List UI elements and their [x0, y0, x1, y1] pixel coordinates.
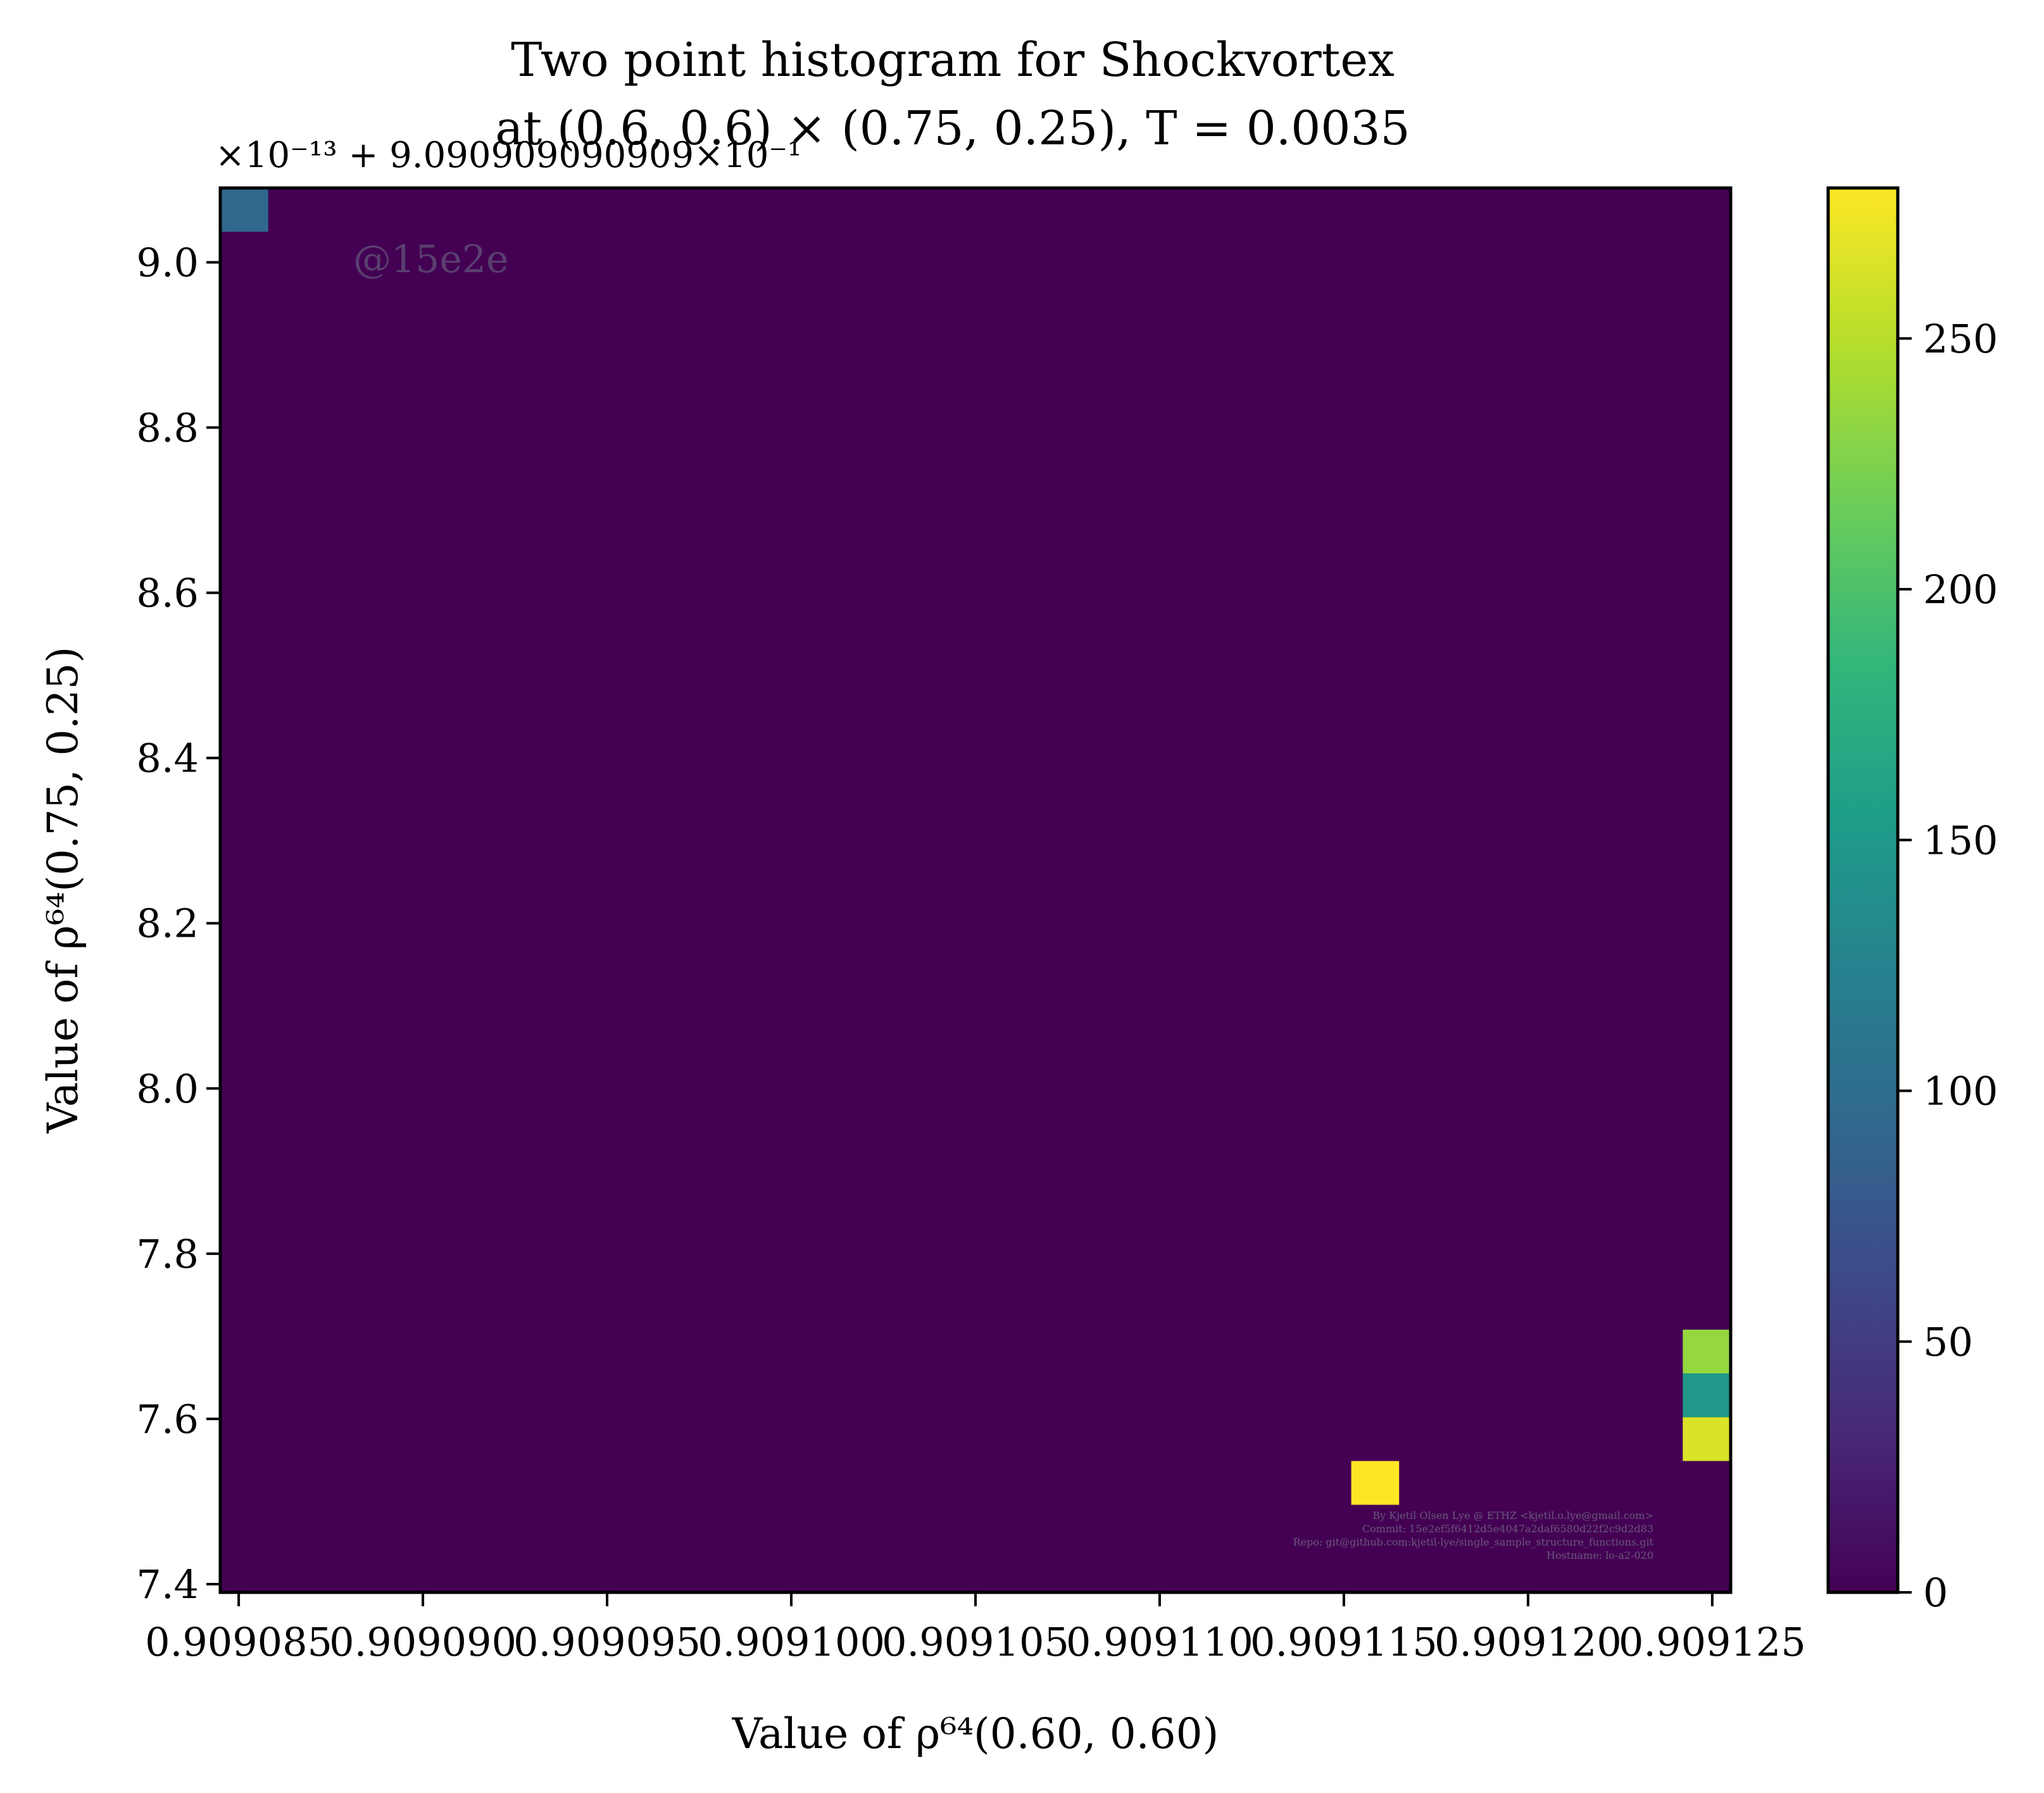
heatmap-cells: [220, 188, 1731, 1505]
colorbar-tick-label: 100: [1923, 1068, 1998, 1115]
heatmap-cell: [220, 188, 268, 232]
x-tick-label: 0.909085: [145, 1619, 332, 1665]
plot-area: [218, 186, 1733, 1594]
credits-block: By Kjetil Olsen Lye @ ETHZ <kjetil.o.lye…: [1293, 1509, 1654, 1561]
x-tick-label: 0.909115: [1250, 1619, 1438, 1665]
y-tick-label: 8.0: [136, 1066, 199, 1112]
y-tick-label: 8.6: [136, 570, 199, 616]
x-axis-ticks: 0.9090850.9090900.9090950.9091000.909105…: [145, 1592, 1806, 1665]
colorbar-frame: [1826, 186, 1900, 1594]
y-tick-label: 7.6: [136, 1396, 199, 1442]
credit-line-hostname: Hostname: lo-a2-020: [1546, 1549, 1653, 1561]
colorbar-tick-label: 50: [1923, 1319, 1973, 1365]
y-tick-label: 8.4: [136, 735, 199, 782]
x-tick-label: 0.909120: [1434, 1619, 1622, 1665]
x-axis-label: Value of ρ⁶⁴(0.60, 0.60): [732, 1709, 1219, 1758]
x-tick-label: 0.909095: [513, 1619, 701, 1665]
heatmap-background: [220, 188, 1731, 1592]
heatmap-cell: [1683, 1329, 1731, 1374]
x-tick-label: 0.909105: [882, 1619, 1069, 1665]
heatmap-cell: [1351, 1461, 1400, 1505]
x-tick-label: 0.909125: [1619, 1619, 1806, 1665]
chart-title-line-1: Two point histogram for Shockvortex: [511, 33, 1395, 87]
y-tick-label: 9.0: [136, 239, 199, 285]
colorbar-tick-label: 250: [1923, 316, 1998, 362]
credit-line-repo: Repo: git@github.com:kjetil-lye/single_s…: [1293, 1536, 1654, 1548]
y-tick-label: 8.2: [136, 901, 199, 947]
colorbar-tick-label: 200: [1923, 566, 1998, 613]
watermark: @15e2e: [353, 237, 509, 282]
x-tick-label: 0.909090: [329, 1619, 517, 1665]
credit-line-author: By Kjetil Olsen Lye @ ETHZ <kjetil.o.lye…: [1372, 1509, 1653, 1521]
x-tick-label: 0.909110: [1066, 1619, 1253, 1665]
y-axis-label: Value of ρ⁶⁴(0.75, 0.25): [39, 647, 87, 1134]
colorbar-gradient: [1828, 188, 1898, 1592]
y-tick-label: 8.8: [136, 405, 199, 451]
credit-line-commit: Commit: 15e2ef5f6412d5e4047a2daf6580d22f…: [1362, 1523, 1653, 1535]
chart-title-line-2: at (0.6, 0.6) × (0.75, 0.25), T = 0.0035: [495, 101, 1410, 156]
x-tick-label: 0.909100: [698, 1619, 885, 1665]
colorbar-tick-label: 0: [1923, 1570, 1948, 1616]
colorbar: 0 50 100 150 200 250: [1826, 186, 1998, 1616]
y-tick-label: 7.8: [136, 1231, 199, 1277]
y-tick-label: 7.4: [136, 1561, 199, 1608]
heatmap-cell: [1683, 1417, 1731, 1461]
heatmap-cell: [1683, 1373, 1731, 1418]
colorbar-tick-label: 150: [1923, 817, 1998, 863]
colorbar-ticks: 0 50 100 150 200 250: [1898, 316, 1998, 1616]
y-axis-ticks: 7.4 7.6 7.8 8.0 8.2 8.4 8.6 8.8 9.0: [136, 239, 220, 1608]
y-offset-label: ×10⁻¹³ + 9.090909090909×10⁻¹: [215, 135, 801, 176]
